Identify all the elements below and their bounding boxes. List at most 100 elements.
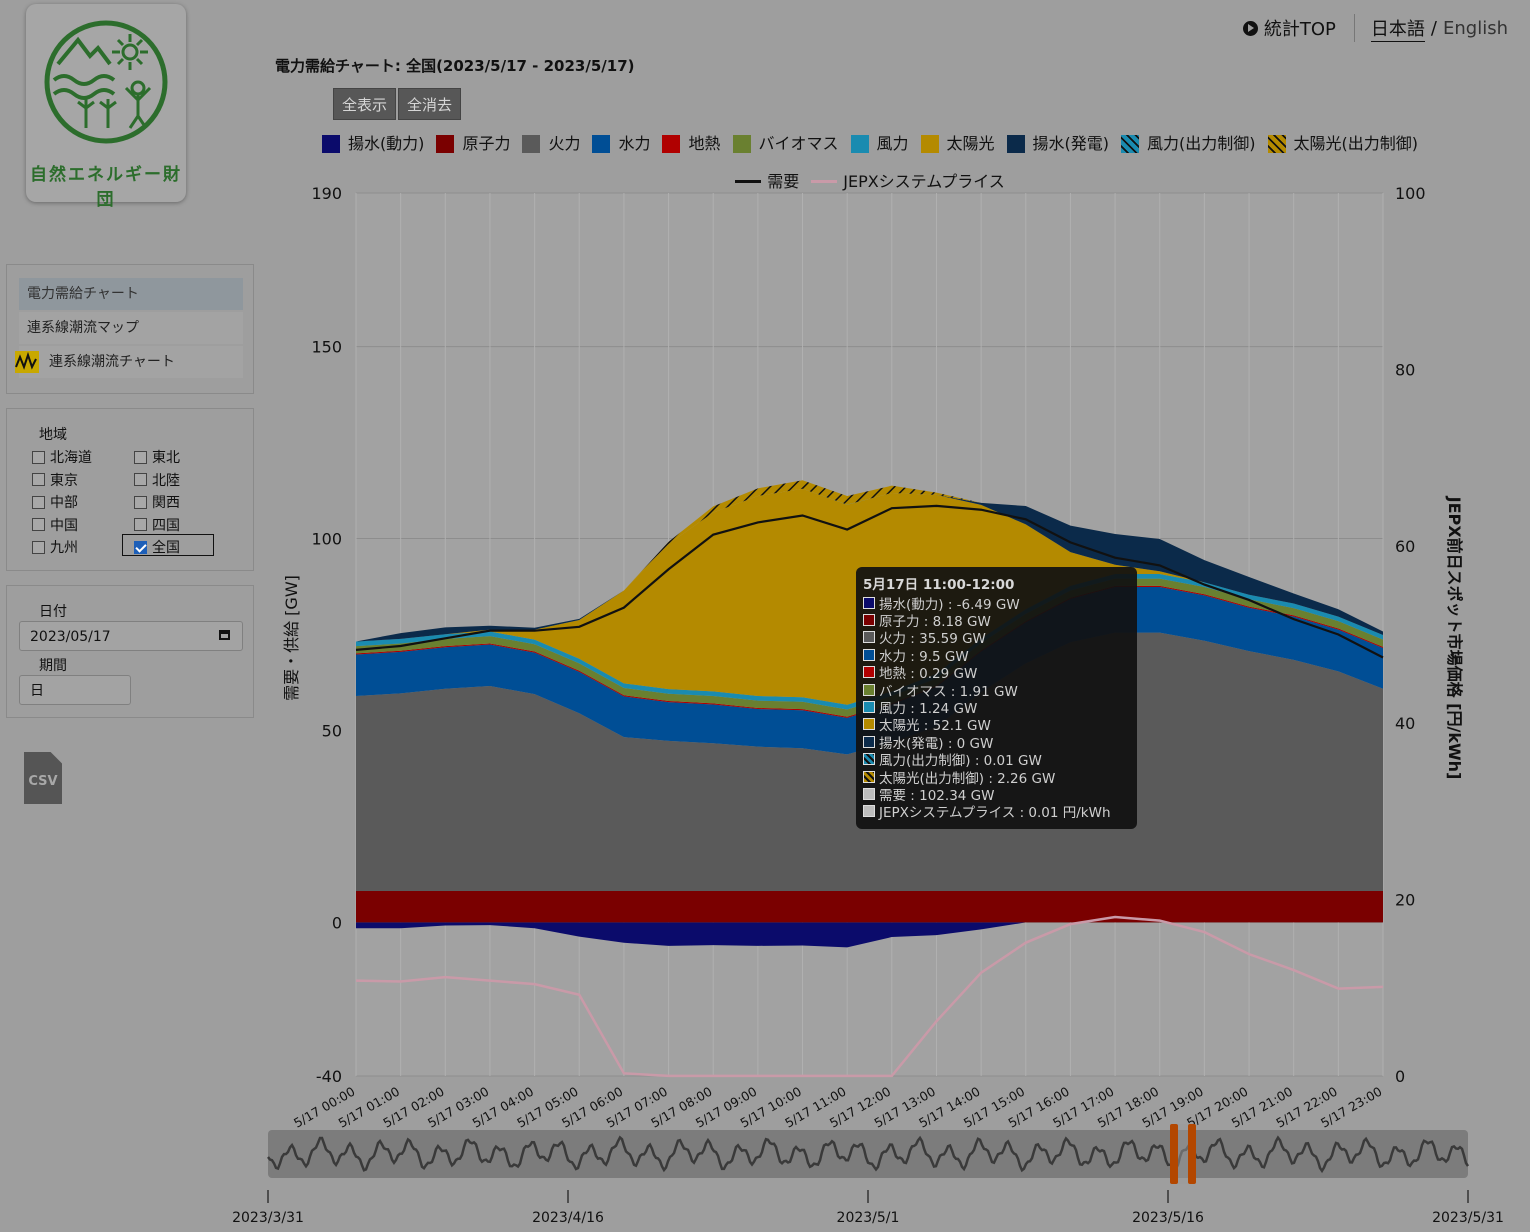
tooltip-swatch — [863, 805, 875, 818]
checkbox-icon[interactable] — [134, 540, 147, 554]
y2-tick-label: 40 — [1395, 714, 1415, 733]
region-checkbox[interactable]: 四国 — [134, 515, 180, 535]
calendar-icon[interactable] — [219, 630, 230, 640]
foundation-logo[interactable]: 自然エネルギー財団 — [26, 4, 186, 210]
tooltip-swatch — [863, 735, 875, 748]
series-line — [355, 915, 1384, 1078]
tooltip-row: バイオマス : 1.91 GW — [863, 681, 1018, 700]
tooltip-swatch — [863, 648, 875, 661]
legend-item[interactable]: 地熱 — [662, 129, 721, 159]
region-checkbox[interactable]: 東北 — [134, 447, 180, 467]
region-checkbox-label: 東北 — [152, 450, 180, 466]
tooltip-row-text: 太陽光 : 52.1 GW — [879, 718, 991, 735]
legend-label: 揚水(発電) — [1032, 134, 1110, 153]
tooltip-row-text: 地熱 : 0.29 GW — [879, 666, 978, 683]
legend-swatch — [1006, 135, 1025, 153]
checkbox-icon[interactable] — [32, 450, 45, 464]
region-checkbox[interactable]: 中国 — [32, 515, 78, 535]
legend-item[interactable]: 需要 — [735, 167, 799, 197]
legend-item[interactable]: 揚水(動力) — [321, 129, 425, 159]
navigator-date-label: 2023/3/31 — [232, 1210, 304, 1226]
checkbox-icon[interactable] — [32, 473, 45, 486]
legend-label: 太陽光(出力制御) — [1293, 134, 1419, 153]
region-checkbox-label: 東京 — [50, 472, 78, 489]
legend-item[interactable]: バイオマス — [732, 129, 839, 159]
legend-item[interactable]: 太陽光 — [920, 129, 995, 159]
region-checkbox[interactable]: 中部 — [32, 492, 78, 512]
lang-slash: / — [1430, 17, 1437, 39]
sidebar-menu: 電力需給チャート 連系線潮流マップ 連系線潮流チャート — [6, 264, 254, 394]
tooltip-row: 地熱 : 0.29 GW — [863, 664, 978, 683]
legend-swatch — [1121, 135, 1140, 153]
csv-download-button[interactable]: CSV — [24, 752, 62, 804]
checkbox-icon[interactable] — [32, 518, 45, 531]
legend-item[interactable]: 風力(出力制御) — [1121, 129, 1256, 159]
hide-all-button[interactable]: 全消去 — [398, 88, 462, 120]
legend-item[interactable]: 揚水(発電) — [1006, 129, 1110, 159]
tooltip-row-text: 太陽光(出力制御) : 2.26 GW — [879, 770, 1056, 787]
legend-item[interactable]: 太陽光(出力制御) — [1267, 129, 1419, 159]
legend-item[interactable]: JEPXシステムプライス — [811, 167, 1005, 197]
legend-item[interactable]: 風力 — [850, 129, 909, 159]
y-tick-label: -40 — [316, 1067, 342, 1086]
tooltip-swatch — [863, 787, 875, 800]
region-checkbox-label: 四国 — [152, 517, 180, 534]
tooltip-row-text: 揚水(発電) : 0 GW — [879, 735, 994, 752]
tooltip-swatch — [863, 613, 875, 626]
legend-item[interactable]: 原子力 — [436, 129, 510, 159]
legend-label: バイオマス — [758, 134, 839, 153]
menu-item-supply-demand-chart[interactable]: 電力需給チャート — [19, 278, 243, 310]
region-label: 地域 — [39, 427, 67, 443]
legend-label: 需要 — [767, 171, 800, 191]
legend-item[interactable]: 火力 — [522, 129, 580, 159]
lang-en-link[interactable]: English — [1443, 17, 1508, 39]
legend-label: 揚水(動力) — [347, 134, 425, 153]
play-circle-icon — [1242, 20, 1258, 36]
region-checkbox[interactable]: 北海道 — [32, 447, 92, 467]
checkbox-icon[interactable] — [32, 540, 45, 554]
tooltip-row: JEPXシステムプライス : 0.01 円/kWh — [863, 803, 1111, 821]
area-series — [356, 488, 1383, 642]
checkbox-icon[interactable] — [134, 518, 147, 531]
region-checkbox[interactable]: 九州 — [32, 537, 78, 557]
tooltip-swatch — [863, 683, 875, 696]
show-all-button[interactable]: 全表示 — [333, 88, 397, 120]
legend-swatch — [321, 135, 340, 153]
tooltip-row: 太陽光(出力制御) : 2.26 GW — [863, 768, 1056, 787]
date-panel: 日付 2023/05/17 期間 日 — [6, 585, 254, 718]
menu-item-interconnection-chart[interactable]: 連系線潮流チャート — [15, 346, 243, 378]
region-checkbox[interactable]: 関西 — [134, 492, 180, 512]
menu-item-label: 連系線潮流チャート — [49, 354, 175, 370]
region-checkbox-label: 関西 — [152, 495, 180, 511]
y-tick-label: 50 — [322, 721, 342, 740]
navigator-range — [1174, 1124, 1192, 1184]
date-label: 日付 — [39, 604, 67, 620]
date-input[interactable]: 2023/05/17 — [19, 621, 243, 651]
legend-label: 地熱 — [688, 134, 721, 153]
legend-swatch — [522, 135, 541, 153]
flow-chart-icon — [15, 351, 39, 373]
chart-lines — [355, 504, 1384, 1078]
region-checkbox[interactable]: 北陸 — [134, 470, 180, 490]
region-checkbox-label: 九州 — [50, 540, 78, 556]
period-select[interactable]: 日 — [19, 675, 131, 705]
checkbox-icon[interactable] — [134, 473, 147, 486]
navigator-date-label: 2023/5/31 — [1432, 1210, 1504, 1226]
checkbox-icon[interactable] — [32, 495, 45, 509]
checkbox-icon[interactable] — [134, 495, 147, 509]
region-checkbox[interactable]: 全国 — [134, 537, 180, 557]
region-checkbox[interactable]: 東京 — [32, 470, 78, 490]
menu-item-interconnection-map[interactable]: 連系線潮流マップ — [19, 312, 243, 344]
legend-label: JEPXシステムプライス — [843, 171, 1005, 191]
tooltip-swatch — [863, 718, 875, 731]
stats-top-link[interactable]: 統計TOP — [1242, 15, 1336, 41]
y-tick-label: 100 — [311, 530, 342, 549]
tooltip-row: 風力 : 1.24 GW — [863, 698, 977, 717]
tooltip-row: 風力(出力制御) : 0.01 GW — [863, 751, 1042, 769]
checkbox-icon[interactable] — [134, 450, 147, 464]
legend-label: 火力 — [548, 134, 581, 153]
legend-item[interactable]: 水力 — [592, 129, 650, 159]
legend-swatch — [811, 180, 838, 183]
lang-ja-link[interactable]: 日本語 — [1370, 15, 1425, 42]
